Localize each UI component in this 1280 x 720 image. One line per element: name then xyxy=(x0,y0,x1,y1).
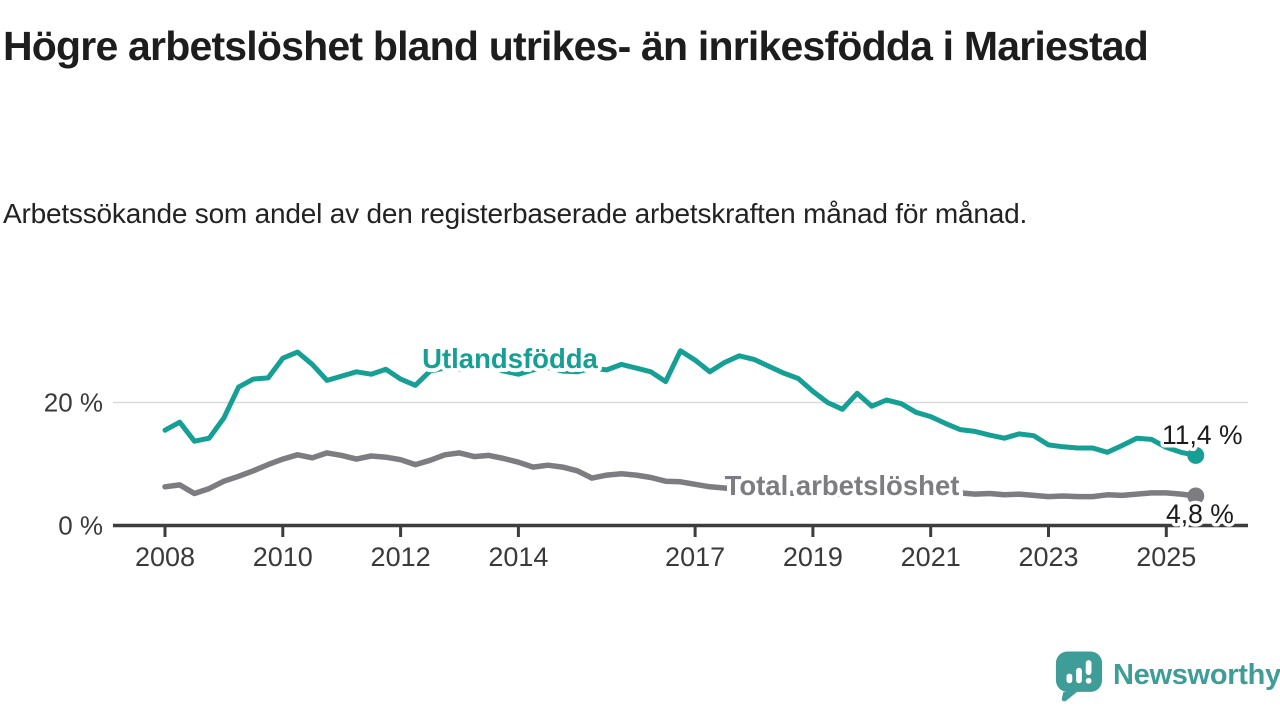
logo-exclamation-bar xyxy=(1085,660,1092,676)
y-axis-label-1: 20 % xyxy=(44,388,103,418)
end-value-label-total: 4,8 % xyxy=(1166,499,1234,529)
x-axis-label-2025: 2025 xyxy=(1136,542,1196,572)
newsworthy-logo-icon xyxy=(1055,651,1103,702)
x-axis-label-2012: 2012 xyxy=(371,542,431,572)
chart-title: Högre arbetslöshet bland utrikes- än inr… xyxy=(3,23,1149,69)
logo-bar-short xyxy=(1066,673,1073,684)
series-label-utlandsfodda: Utlandsfödda xyxy=(422,343,598,374)
brand-name: Newsworthy xyxy=(1113,659,1280,691)
x-axis-label-2008: 2008 xyxy=(135,542,195,572)
x-axis-label-2021: 2021 xyxy=(901,542,961,572)
logo-exclamation-dot xyxy=(1085,677,1092,684)
series-end-dot-total xyxy=(1187,487,1205,505)
x-axis-label-2023: 2023 xyxy=(1018,542,1078,572)
brand-footer: Newsworthy xyxy=(1054,649,1280,702)
x-axis-label-2019: 2019 xyxy=(783,542,843,572)
line-chart-canvas: 0 % 20 % 2008 2010 2012 2014 2017 2019 2021 2023 2… xyxy=(44,339,1248,572)
end-value-label-utlandsfodda: 11,4 % xyxy=(1162,420,1243,450)
x-axis-label-2010: 2010 xyxy=(253,542,313,572)
series-end-dot-utlandsfodda xyxy=(1187,446,1205,464)
y-axis-label-0: 0 % xyxy=(58,511,103,541)
series-line-utlandsfodda xyxy=(162,348,1199,458)
logo-bar-medium xyxy=(1076,667,1082,684)
x-axis-label-2014: 2014 xyxy=(488,542,548,572)
series-label-total: Total arbetslöshet xyxy=(725,470,960,501)
x-axis-label-2017: 2017 xyxy=(665,542,725,572)
chart-subtitle: Arbetssökande som andel av den registerb… xyxy=(3,198,1028,229)
series-line-total xyxy=(162,450,1199,500)
